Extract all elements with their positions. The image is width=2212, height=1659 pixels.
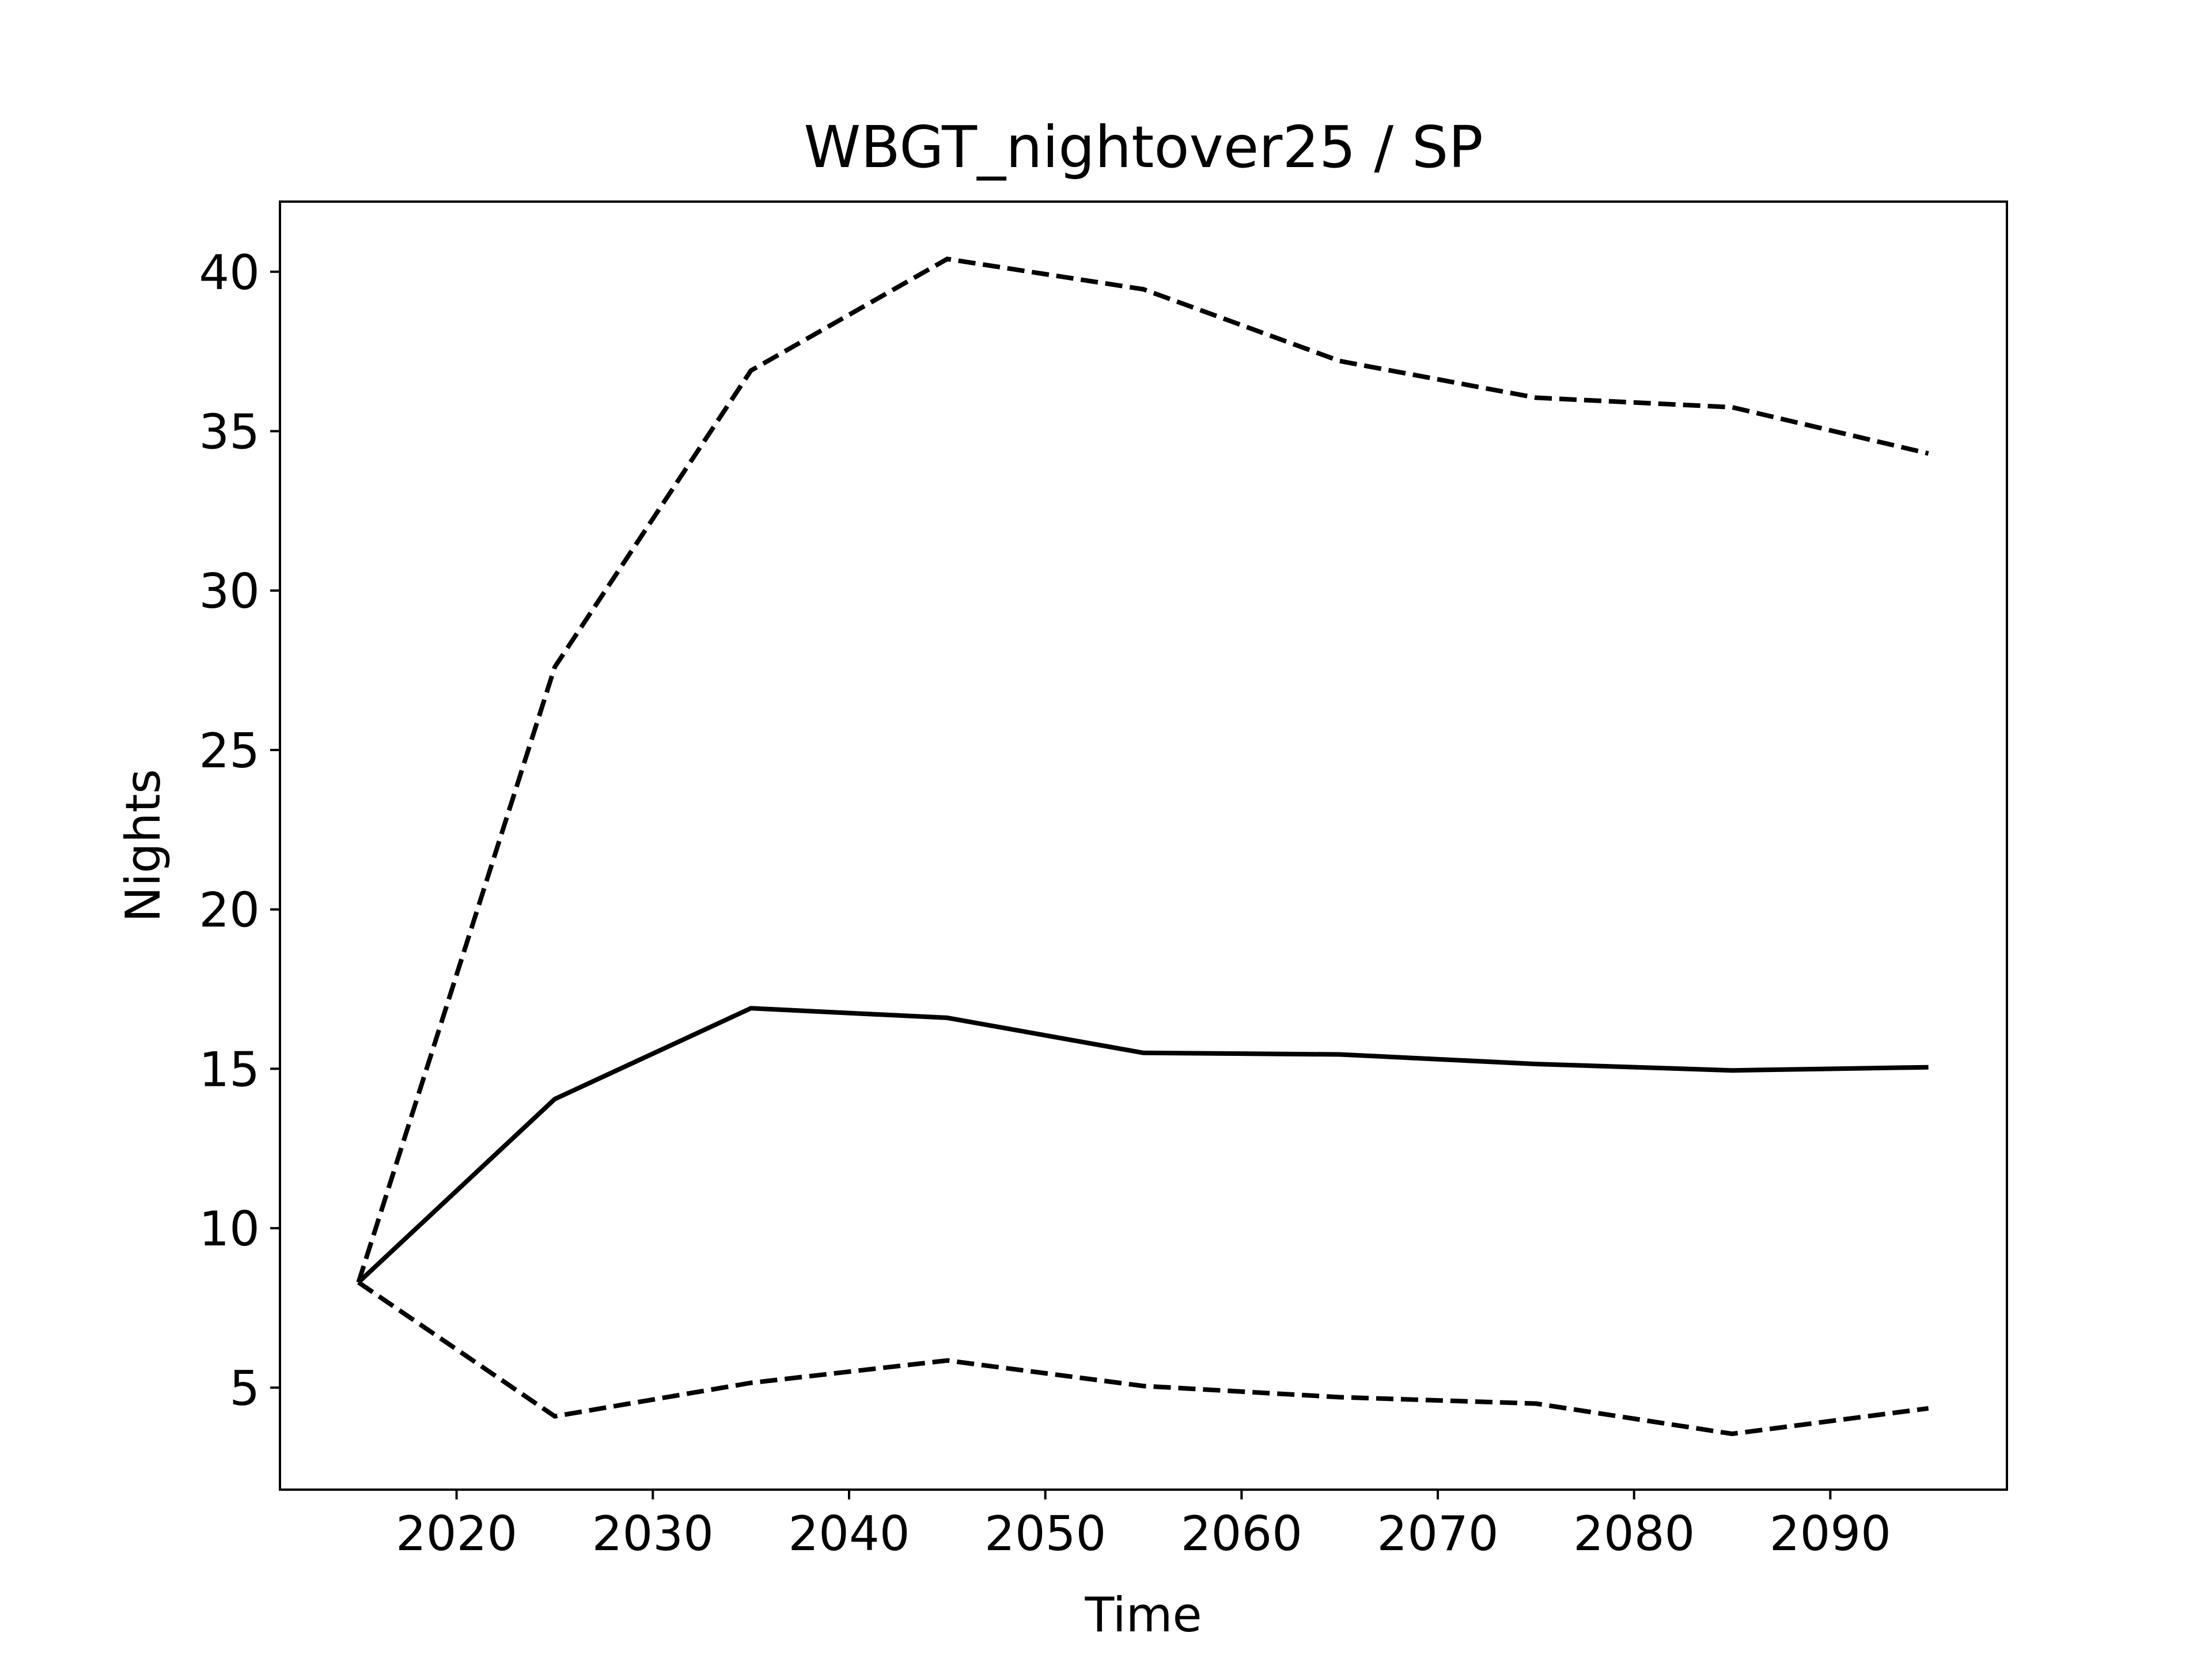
plot-frame	[279, 200, 2008, 1491]
x-axis: 2020 2030 2040 2050 2060 2070 2080 2090	[396, 1490, 1891, 1562]
series-line-2	[356, 256, 1929, 1283]
y-tick-label: 35	[199, 404, 260, 460]
y-tick-label: 20	[199, 882, 260, 938]
y-tick-label: 15	[199, 1041, 260, 1097]
x-tick-label: 2080	[1573, 1506, 1695, 1562]
x-tick-label: 2020	[396, 1506, 517, 1562]
y-tick-label: 40	[199, 245, 260, 301]
y-tick-label: 5	[229, 1361, 260, 1416]
plot-area	[356, 256, 1929, 1437]
y-tick-label: 25	[199, 723, 260, 779]
y-axis: 5 10 15 20 25 30 35 40	[199, 245, 280, 1416]
series-line-3	[357, 1280, 1929, 1437]
x-tick-label: 2040	[788, 1506, 910, 1562]
y-axis-label: Nights	[115, 769, 171, 922]
x-tick-label: 2060	[1181, 1506, 1302, 1562]
x-tick-label: 2070	[1377, 1506, 1498, 1562]
y-tick-label: 10	[199, 1201, 260, 1257]
chart-title: WBGT_nightover25 / SP	[804, 113, 1483, 181]
x-tick-label: 2030	[592, 1506, 714, 1562]
y-tick-label: 30	[199, 563, 260, 619]
x-tick-label: 2090	[1770, 1506, 1891, 1562]
x-tick-label: 2050	[984, 1506, 1106, 1562]
series-line-1	[357, 1006, 1929, 1285]
x-axis-label: Time	[1084, 1587, 1202, 1643]
